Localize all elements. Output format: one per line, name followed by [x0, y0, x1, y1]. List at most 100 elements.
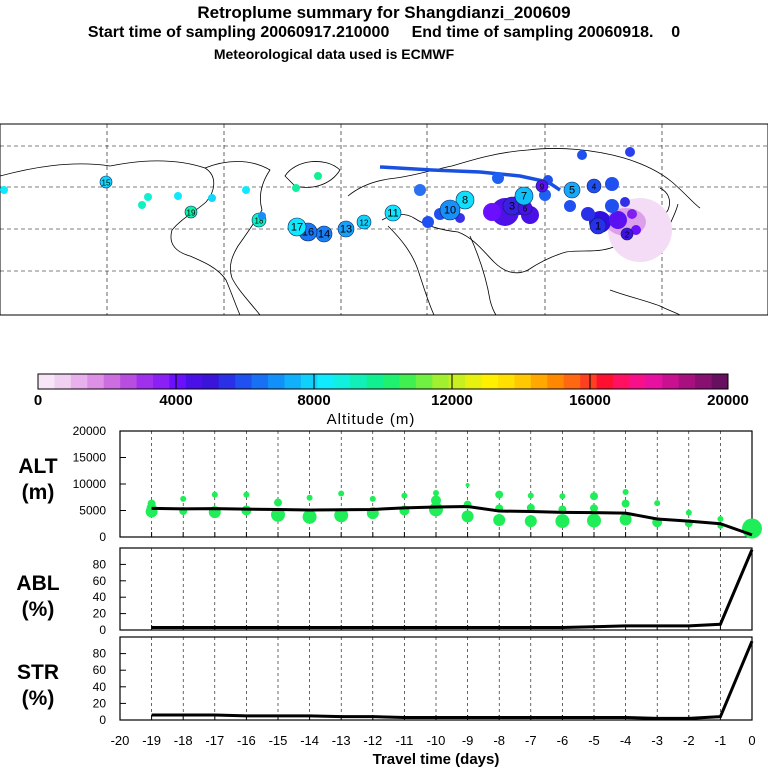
plume-marker-label: 14 [318, 229, 330, 241]
colorbar-cell [481, 374, 499, 389]
plume-marker-label: 6 [523, 205, 528, 214]
panel-str: 0 20 40 60 80 STR (%) [17, 636, 754, 727]
colorbar-cell [350, 374, 367, 389]
alt-plume-point [717, 515, 724, 522]
plume-marker-label: 11 [387, 208, 398, 220]
plume-blob [492, 172, 504, 184]
plume-particle [138, 201, 146, 209]
colorbar-cell [317, 374, 335, 389]
colorbar-cell [432, 374, 450, 389]
alt-plume-point [685, 509, 692, 516]
colorbar-tick-label: 4000 [159, 392, 192, 409]
colorbar-cell [333, 374, 351, 389]
alt-plume-point [654, 500, 661, 507]
colorbar-ticks: 0 4000 8000 12000 16000 20000 [34, 374, 749, 409]
alt-plume-point [338, 490, 345, 497]
colorbar-cell [613, 374, 630, 389]
x-tick-label: -4 [620, 733, 632, 748]
alt-plume-point [271, 507, 285, 522]
plume-particle [258, 212, 266, 220]
y-tick-label: 15000 [73, 451, 107, 465]
str-line [151, 640, 754, 720]
plume-marker-label: 13 [340, 224, 352, 236]
x-tick-label: -18 [174, 733, 193, 748]
plume-marker-label: 5 [569, 185, 575, 197]
coastline-americas-west [0, 160, 241, 316]
plume-blob [422, 216, 434, 228]
alt-plume-point [461, 510, 474, 523]
colorbar-cell [87, 374, 105, 389]
colorbar-cell [120, 374, 137, 389]
colorbar-cell [596, 374, 614, 389]
alt-plume-point [590, 504, 598, 513]
x-tick-label: -14 [300, 733, 319, 748]
y-tick-label: 80 [93, 557, 107, 571]
x-tick-label: -20 [111, 733, 130, 748]
coastline-greenland [284, 161, 341, 188]
plume-marker-label: 10 [444, 205, 456, 217]
plume-blob [414, 184, 426, 196]
plume-blob [483, 203, 501, 221]
colorbar-tick-label: 16000 [569, 392, 611, 409]
start-time-label: Start time of sampling 20060917.210000 [87, 24, 390, 41]
plume-particle [144, 193, 152, 201]
colorbar-cell [498, 374, 515, 389]
y-tick-label: 0 [99, 623, 106, 637]
y-axis-unit: (%) [22, 598, 55, 621]
alt-plume-point [621, 499, 630, 508]
alt-plume-point [433, 490, 439, 497]
colorbar-cell [448, 374, 466, 389]
plume-marker-5 [563, 181, 581, 199]
x-tick-label: -5 [588, 733, 600, 748]
colorbar-cell [415, 374, 433, 389]
colorbar-cell [169, 374, 187, 389]
alt-plume-point [619, 513, 632, 526]
colorbar-cell [235, 374, 252, 389]
colorbar-cell [300, 374, 318, 389]
colorbar-cell [711, 374, 729, 389]
coastlines [0, 148, 701, 316]
x-tick-label: -2 [683, 733, 695, 748]
plume-marker-10 [439, 199, 461, 221]
colorbar-tick-label: 12000 [431, 392, 473, 409]
plume-marker-8 [455, 190, 475, 210]
y-tick-label: 5000 [79, 504, 106, 518]
y-tick-label: 20000 [73, 424, 107, 438]
alt-plume-point [180, 495, 187, 502]
y-axis-label: ABL [16, 572, 59, 595]
alt-plume-point [524, 515, 537, 528]
plume-blob [609, 211, 627, 229]
x-tick-label: -11 [395, 733, 413, 748]
plume-marker-2 [620, 227, 634, 241]
colorbar-cell [70, 374, 88, 389]
colorbar-cell [136, 374, 154, 389]
x-tick-label: -13 [332, 733, 351, 748]
colorbar-cell [580, 374, 597, 389]
plume-marker-label: 9 [540, 183, 545, 192]
plume-particle [314, 172, 322, 180]
plume-blob [581, 207, 595, 221]
x-tick-label: -6 [557, 733, 569, 748]
alt-plume-point [622, 488, 629, 495]
map-gridlines [0, 124, 768, 315]
plume-marker-label: 1 [595, 221, 601, 233]
end-time-value: 0 [671, 24, 681, 41]
colorbar-tick-label: 20000 [707, 392, 749, 409]
abl-line [151, 549, 754, 630]
y-tick-label: 20 [93, 607, 107, 621]
colorbar-cell [284, 374, 302, 389]
plume-marker-label: 3 [509, 201, 515, 213]
alt-plume-point [742, 518, 762, 539]
alt-plume-point [527, 492, 534, 499]
y-tick-label: 80 [93, 647, 107, 661]
alt-plume-point [401, 492, 408, 499]
y-axis-label: STR [17, 661, 59, 684]
coastline-africa-west [387, 225, 435, 316]
colorbar-cell [678, 374, 696, 389]
colorbar-cell [547, 374, 565, 389]
y-tick-label: 0 [99, 713, 106, 727]
time-series-panels: 0 5000 10000 15000 20000 ALT (m) 0 20 40 60 80 ABL (%… [16, 424, 762, 768]
plume-marker-label: 8 [462, 195, 468, 207]
alt-plume-point [526, 503, 535, 512]
